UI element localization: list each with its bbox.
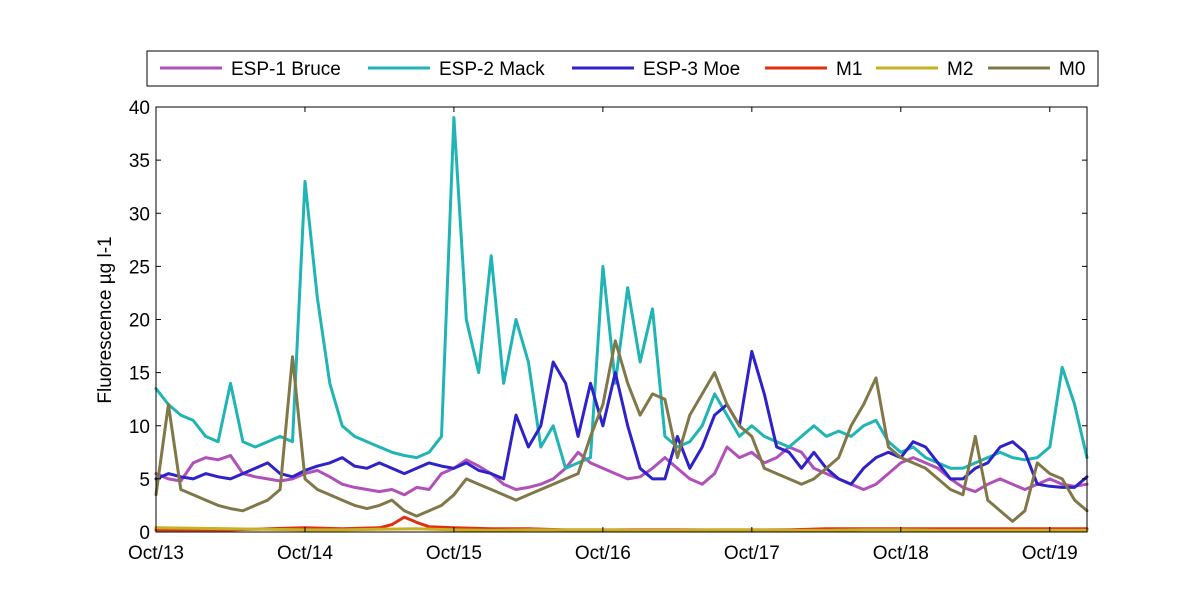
y-tick-label: 20 bbox=[129, 311, 150, 332]
y-tick-label: 40 bbox=[129, 98, 150, 119]
y-tick-label: 0 bbox=[139, 523, 150, 544]
legend-label: M2 bbox=[947, 59, 973, 80]
series-line-esp-1-bruce bbox=[154, 445, 1089, 497]
x-tick-label: Oct/19 bbox=[1022, 543, 1078, 564]
legend-label: ESP-1 Bruce bbox=[231, 59, 341, 80]
x-tick-label: Oct/18 bbox=[873, 543, 929, 564]
legend-label: M0 bbox=[1059, 59, 1085, 80]
series-line-m0 bbox=[154, 339, 1089, 523]
y-tick-label: 30 bbox=[129, 204, 150, 225]
legend: ESP-1 Bruce ESP-2 Mack ESP-3 Moe M1 M2 M0 bbox=[146, 50, 1099, 87]
x-tick-label: Oct/13 bbox=[128, 543, 184, 564]
series-line-m2 bbox=[154, 526, 1089, 532]
legend-label: M1 bbox=[836, 59, 862, 80]
y-tick-label: 35 bbox=[129, 151, 150, 172]
series-line-esp-2-mack bbox=[154, 116, 1089, 470]
y-tick-label: 25 bbox=[129, 257, 150, 278]
x-tick-label: Oct/16 bbox=[575, 543, 631, 564]
legend-label: ESP-3 Moe bbox=[643, 59, 740, 80]
x-tick-label: Oct/17 bbox=[724, 543, 780, 564]
legend-items: ESP-1 Bruce ESP-2 Mack ESP-3 Moe M1 M2 M0 bbox=[160, 59, 1085, 80]
y-tick-label: 10 bbox=[129, 417, 150, 438]
x-tick-label: Oct/15 bbox=[426, 543, 482, 564]
y-tick-label: 5 bbox=[139, 470, 150, 491]
y-tick-label: 15 bbox=[129, 364, 150, 385]
x-tick-label: Oct/14 bbox=[277, 543, 333, 564]
legend-label: ESP-2 Mack bbox=[439, 59, 545, 80]
series-line-m1 bbox=[154, 515, 1089, 532]
series-line-esp-3-moe bbox=[154, 349, 1089, 489]
series-layer bbox=[154, 116, 1089, 532]
x-axis: Oct/13 Oct/14 Oct/15 Oct/16 Oct/17 Oct/18 Oct/… bbox=[128, 107, 1078, 564]
y-axis: 0 5 10 15 20 25 30 35 40 bbox=[129, 98, 1087, 544]
y-axis-label: Fluorescence µg l-1 bbox=[95, 236, 116, 403]
